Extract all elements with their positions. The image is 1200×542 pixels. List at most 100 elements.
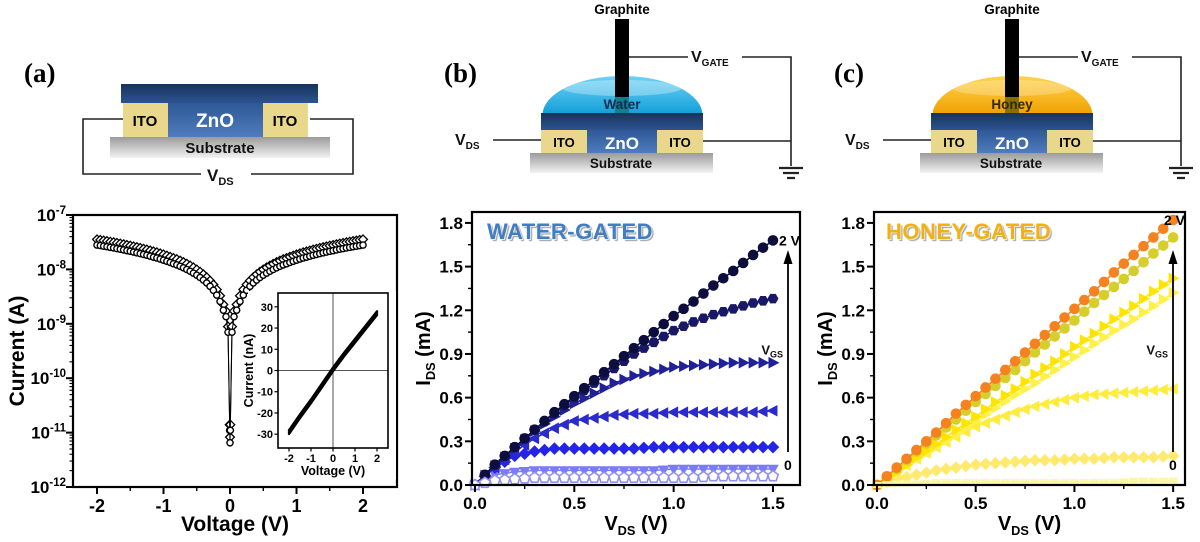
annotations-honey-output: 2 V 0 VGS <box>1146 212 1185 473</box>
svg-text:0.0: 0.0 <box>439 476 463 495</box>
graphite-label-c: Graphite <box>984 2 1040 17</box>
svg-text:1.5: 1.5 <box>841 258 865 277</box>
svg-text:-2: -2 <box>89 496 105 516</box>
zno-top-a <box>121 84 318 103</box>
plot-water-output: 0.0 0.5 1.0 1.5 0.0 0.3 0.6 0.9 1.2 1.5 1.8 VDS (V)… <box>413 210 802 538</box>
svg-text:VGS: VGS <box>1146 343 1168 360</box>
zno-channel-c <box>977 130 1047 153</box>
svg-text:1: 1 <box>352 453 358 465</box>
svg-text:10: 10 <box>261 344 273 356</box>
ito-left-c <box>931 130 977 153</box>
svg-text:0: 0 <box>784 457 792 473</box>
schematic-c: Graphite Honey Substrate ITO ITO ZnO VDS… <box>845 2 1193 180</box>
ito-right-label-b: ITO <box>669 135 690 150</box>
substrate-label-a: Substrate <box>185 140 254 157</box>
series-sweep-circles <box>93 241 367 447</box>
vgate-wire-b <box>629 56 792 166</box>
svg-text:0.9: 0.9 <box>841 345 865 364</box>
vgate-wire-c <box>1019 56 1182 166</box>
graphite-tip-c <box>1005 97 1019 115</box>
svg-text:2: 2 <box>358 496 368 516</box>
zno-label-b: ZnO <box>605 134 639 153</box>
svg-text:0.0: 0.0 <box>463 494 487 513</box>
panel-b-letter: (b) <box>444 58 477 88</box>
svg-text:0.5: 0.5 <box>964 494 988 513</box>
svg-text:1.2: 1.2 <box>841 301 865 320</box>
zno-top-c <box>931 113 1093 130</box>
svg-text:-10: -10 <box>257 387 273 399</box>
graphite-tip-b <box>615 97 629 115</box>
water-gated-title: WATER-GATED <box>487 219 653 244</box>
svg-text:1.5: 1.5 <box>761 494 785 513</box>
series-water-output-vgs-4 <box>468 440 780 492</box>
series-water-output-vgs-0 <box>469 235 779 491</box>
svg-text:Current (A): Current (A) <box>6 296 29 407</box>
svg-text:0.6: 0.6 <box>439 389 463 408</box>
graphite-rod-c <box>1005 19 1019 98</box>
vds-label-c: VDS <box>845 132 870 152</box>
svg-text:-20: -20 <box>257 408 273 420</box>
series-honey-output-vgs-6 <box>872 477 1178 488</box>
ito-left-label-c: ITO <box>943 135 964 150</box>
svg-text:1.2: 1.2 <box>439 301 463 320</box>
svg-text:Voltage (V): Voltage (V) <box>181 513 289 536</box>
svg-text:1: 1 <box>292 496 302 516</box>
series-water-output-vgs-6 <box>468 469 780 491</box>
zno-label-c: ZnO <box>995 134 1029 153</box>
substrate-label-b: Substrate <box>590 156 653 171</box>
substrate-bar-a <box>110 137 330 158</box>
liquid-label-c: Honey <box>991 97 1033 112</box>
svg-text:0.6: 0.6 <box>841 389 865 408</box>
svg-text:-1: -1 <box>156 496 172 516</box>
series-honey-output-vgs-0 <box>871 214 1179 491</box>
vds-label-b: VDS <box>455 132 480 152</box>
ito-right-label-a: ITO <box>273 113 298 130</box>
vds-label-a: VDS <box>207 166 234 188</box>
svg-text:10-8: 10-8 <box>37 259 67 279</box>
substrate-bar-b <box>530 153 713 173</box>
plot-iv-semilog: -2 -1 0 1 210-710-810-910-1010-1110-12Voltag… <box>6 205 399 536</box>
zno-top-b <box>541 113 703 130</box>
ito-left-label-a: ITO <box>133 113 158 130</box>
zno-channel-a <box>168 103 263 137</box>
svg-text:0.9: 0.9 <box>439 345 463 364</box>
svg-text:IDS (mA): IDS (mA) <box>815 311 840 385</box>
ito-right-c <box>1047 130 1093 153</box>
substrate-bar-c <box>920 153 1103 173</box>
ito-left-label-b: ITO <box>553 135 574 150</box>
svg-text:VDS (V): VDS (V) <box>998 513 1061 538</box>
svg-text:1.5: 1.5 <box>439 258 463 277</box>
svg-text:Voltage (V): Voltage (V) <box>301 464 365 478</box>
ito-right-b <box>657 130 703 153</box>
schematic-b: Graphite Water Substrate ITO ITO ZnO VDS… <box>455 2 803 180</box>
ground-icon-b <box>779 166 803 180</box>
svg-text:0: 0 <box>1169 457 1177 473</box>
honey-gated-title: HONEY-GATED <box>886 219 1052 244</box>
svg-text:0.0: 0.0 <box>841 476 865 495</box>
ito-right-label-c: ITO <box>1059 135 1080 150</box>
svg-text:Current (nA): Current (nA) <box>242 334 256 408</box>
ito-left-a <box>123 103 168 137</box>
svg-text:10-12: 10-12 <box>30 477 66 497</box>
liquid-label-b: Water <box>603 97 641 112</box>
svg-text:2 V: 2 V <box>779 232 801 248</box>
axes-honey-output: 0.0 0.5 1.0 1.5 0.0 0.3 0.6 0.9 1.2 1.5 1.8 <box>841 214 1185 513</box>
plot-honey-output: 0.0 0.5 1.0 1.5 0.0 0.3 0.6 0.9 1.2 1.5 1.8 VDS (V)… <box>815 210 1187 538</box>
svg-text:30: 30 <box>261 302 273 314</box>
svg-text:10-9: 10-9 <box>37 314 66 334</box>
graphite-label-b: Graphite <box>594 2 650 17</box>
svg-text:10-11: 10-11 <box>31 423 67 443</box>
svg-text:2: 2 <box>374 453 380 465</box>
svg-text:1.8: 1.8 <box>439 214 463 233</box>
ground-icon-c <box>1169 166 1193 180</box>
panel-a-letter: (a) <box>24 58 56 88</box>
svg-text:2 V: 2 V <box>1164 212 1186 228</box>
svg-text:0: 0 <box>330 453 336 465</box>
svg-text:10-7: 10-7 <box>37 205 66 225</box>
ito-left-b <box>541 130 587 153</box>
substrate-label-c: Substrate <box>980 156 1043 171</box>
svg-text:-1: -1 <box>306 453 316 465</box>
svg-text:0: 0 <box>225 496 235 516</box>
